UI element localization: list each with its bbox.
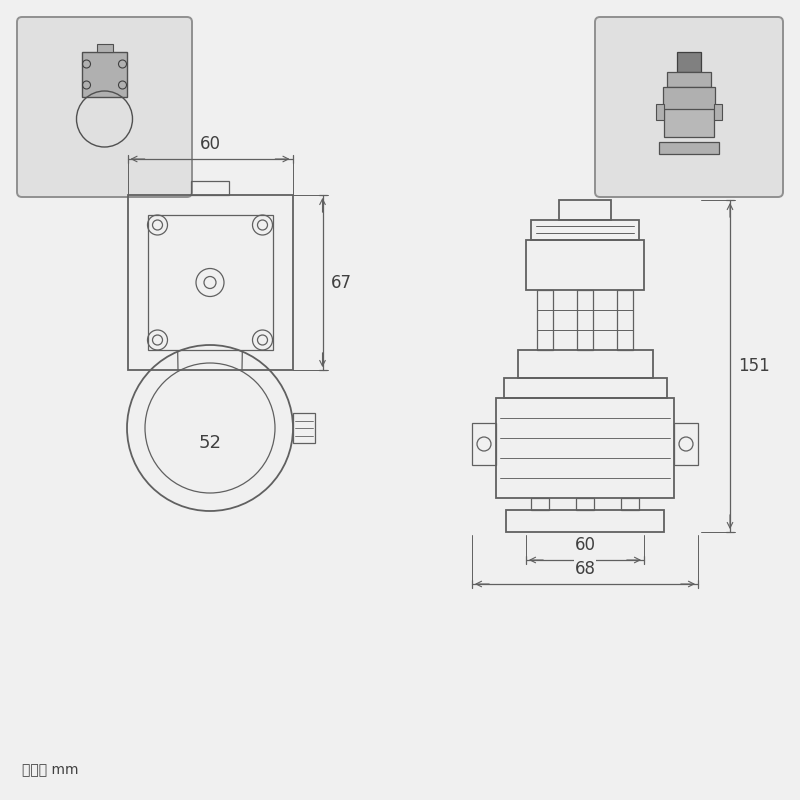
FancyBboxPatch shape — [595, 17, 783, 197]
Bar — [531, 498, 549, 510]
Bar — [496, 398, 674, 498]
Bar — [537, 290, 553, 350]
Bar — [677, 52, 701, 72]
Bar — [674, 423, 698, 465]
FancyBboxPatch shape — [17, 17, 192, 197]
Bar — [472, 423, 496, 465]
Text: 单位： mm: 单位： mm — [22, 763, 78, 777]
Bar — [559, 200, 611, 220]
Bar — [506, 510, 664, 532]
Bar — [617, 290, 633, 350]
Bar — [82, 52, 127, 97]
Bar — [663, 87, 715, 109]
Bar — [714, 104, 722, 120]
Bar — [127, 195, 293, 370]
Text: 60: 60 — [574, 536, 595, 554]
Bar — [667, 72, 711, 87]
Text: 60: 60 — [199, 135, 221, 153]
Bar — [577, 290, 593, 350]
Bar — [518, 350, 653, 378]
Bar — [531, 220, 639, 240]
Bar — [659, 142, 719, 154]
Bar — [97, 44, 113, 52]
Text: 151: 151 — [738, 357, 770, 375]
Bar — [664, 92, 714, 137]
Bar — [293, 413, 315, 443]
Bar — [621, 498, 639, 510]
Bar — [526, 240, 644, 290]
Bar — [191, 181, 229, 195]
Bar — [503, 378, 666, 398]
Text: 67: 67 — [330, 274, 351, 291]
Text: 68: 68 — [574, 560, 595, 578]
Text: 52: 52 — [198, 434, 222, 452]
Bar — [147, 215, 273, 350]
Bar — [576, 498, 594, 510]
Bar — [656, 104, 664, 120]
